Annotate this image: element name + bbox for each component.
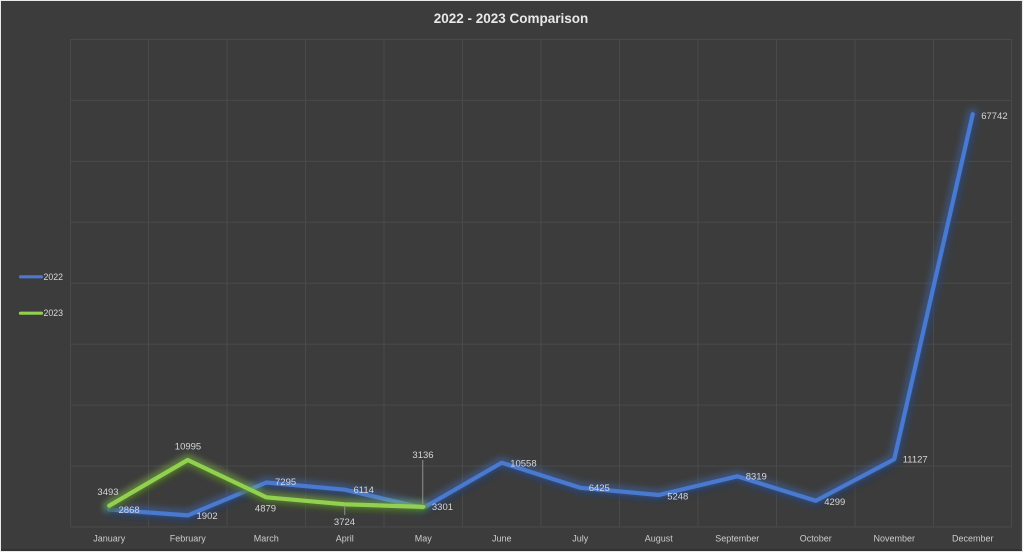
- svg-text:April: April: [336, 534, 354, 544]
- svg-text:7295: 7295: [275, 477, 296, 488]
- svg-text:3301: 3301: [432, 502, 453, 513]
- svg-text:June: June: [492, 534, 512, 544]
- svg-text:67742: 67742: [981, 111, 1007, 122]
- svg-text:2022 - 2023 Comparison: 2022 - 2023 Comparison: [434, 11, 589, 26]
- svg-text:2023: 2023: [44, 308, 64, 318]
- svg-text:11127: 11127: [903, 455, 928, 466]
- svg-text:October: October: [800, 534, 832, 544]
- svg-text:July: July: [572, 534, 589, 544]
- svg-text:6425: 6425: [589, 483, 610, 494]
- svg-text:10995: 10995: [175, 441, 201, 452]
- svg-text:5248: 5248: [667, 491, 688, 502]
- svg-text:6114: 6114: [354, 485, 374, 496]
- svg-text:4299: 4299: [824, 497, 845, 508]
- svg-text:3724: 3724: [334, 517, 355, 528]
- svg-text:1902: 1902: [197, 511, 218, 522]
- svg-text:September: September: [715, 534, 759, 544]
- svg-text:10558: 10558: [510, 458, 536, 469]
- svg-text:May: May: [415, 534, 433, 544]
- svg-text:August: August: [645, 534, 674, 544]
- svg-text:2022: 2022: [44, 272, 64, 282]
- svg-text:March: March: [254, 534, 279, 544]
- svg-text:3493: 3493: [97, 487, 118, 498]
- svg-text:February: February: [170, 534, 207, 544]
- svg-text:January: January: [93, 534, 126, 544]
- svg-text:2868: 2868: [119, 505, 140, 516]
- svg-text:3136: 3136: [412, 450, 433, 461]
- svg-text:4879: 4879: [255, 503, 276, 514]
- svg-text:8319: 8319: [746, 472, 767, 483]
- svg-text:December: December: [952, 534, 994, 544]
- svg-text:November: November: [873, 534, 915, 544]
